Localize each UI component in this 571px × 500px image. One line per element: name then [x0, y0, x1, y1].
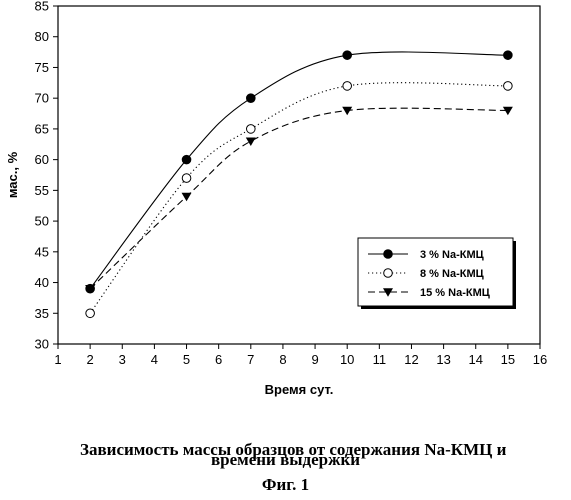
x-tick-label: 13 — [436, 352, 450, 367]
legend-marker — [384, 269, 393, 278]
data-point — [504, 51, 513, 60]
y-tick-label: 80 — [35, 29, 49, 44]
y-axis-title: мас., % — [5, 151, 20, 198]
y-tick-label: 65 — [35, 121, 49, 136]
data-point — [343, 51, 352, 60]
x-tick-label: 6 — [215, 352, 222, 367]
x-tick-label: 2 — [87, 352, 94, 367]
axes: 1234567891011121314151630354045505560657… — [35, 0, 548, 367]
x-tick-label: 5 — [183, 352, 190, 367]
data-point — [504, 82, 513, 91]
data-point — [86, 309, 95, 318]
x-tick-label: 12 — [404, 352, 418, 367]
figure-caption-line-2: времени выдержки — [0, 450, 571, 470]
data-point — [247, 94, 256, 103]
y-tick-label: 75 — [35, 60, 49, 75]
x-tick-label: 9 — [311, 352, 318, 367]
x-tick-label: 11 — [373, 352, 387, 367]
x-tick-label: 7 — [247, 352, 254, 367]
y-tick-label: 55 — [35, 183, 49, 198]
data-point — [247, 125, 256, 134]
x-tick-label: 8 — [279, 352, 286, 367]
data-point — [246, 137, 256, 146]
y-tick-label: 45 — [35, 244, 49, 259]
data-point — [182, 193, 192, 202]
x-tick-label: 16 — [533, 352, 547, 367]
x-tick-label: 4 — [151, 352, 158, 367]
legend-label: 3 % Na-КМЦ — [420, 249, 484, 261]
y-tick-label: 35 — [35, 306, 49, 321]
data-point — [343, 82, 352, 91]
data-point — [342, 107, 352, 116]
x-tick-label: 3 — [119, 352, 126, 367]
x-tick-label: 10 — [340, 352, 354, 367]
y-tick-label: 85 — [35, 0, 49, 14]
line-chart: 1234567891011121314151630354045505560657… — [0, 0, 571, 440]
y-tick-label: 70 — [35, 91, 49, 106]
x-tick-label: 15 — [501, 352, 515, 367]
y-tick-label: 50 — [35, 214, 49, 229]
x-tick-label: 14 — [468, 352, 482, 367]
y-tick-label: 30 — [35, 337, 49, 352]
figure-number: Фиг. 1 — [0, 475, 571, 495]
data-point — [182, 174, 191, 183]
legend: 3 % Na-КМЦ 8 % Na-КМЦ 15 % Na-КМЦ — [358, 238, 516, 309]
x-axis-title: Время сут. — [265, 382, 334, 397]
legend-label: 15 % Na-КМЦ — [420, 287, 490, 299]
y-tick-label: 40 — [35, 275, 49, 290]
data-point — [182, 155, 191, 164]
legend-label: 8 % Na-КМЦ — [420, 268, 484, 280]
x-tick-label: 1 — [54, 352, 61, 367]
y-tick-label: 60 — [35, 152, 49, 167]
legend-marker — [384, 250, 393, 259]
